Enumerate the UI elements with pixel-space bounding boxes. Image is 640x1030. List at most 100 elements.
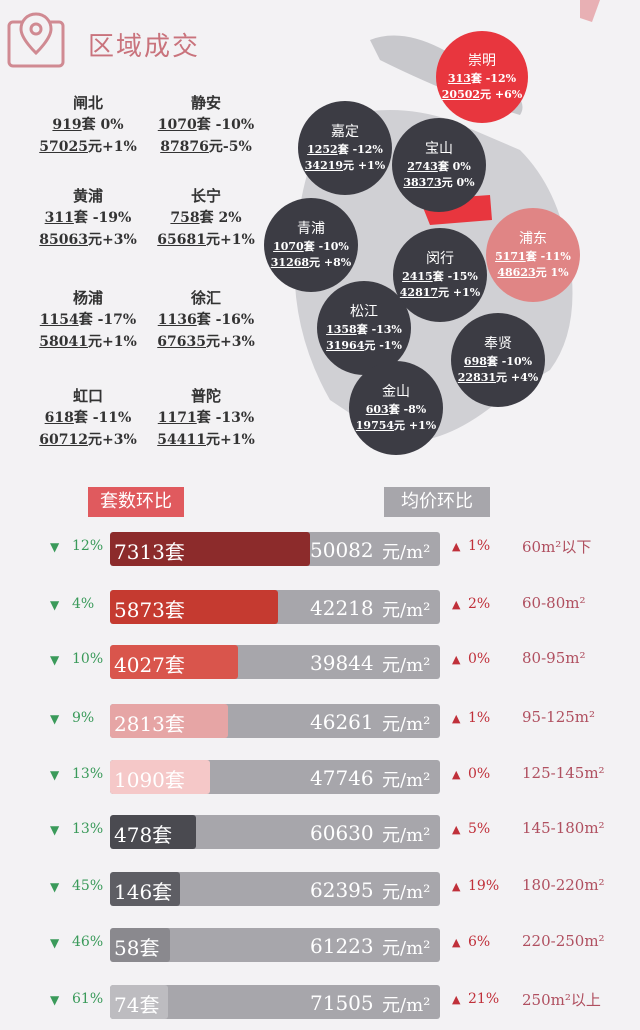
size-range-label: 220-250m²: [522, 932, 605, 950]
map-district-price: 31964: [326, 339, 365, 352]
map-district-name: 闵行: [426, 251, 454, 267]
price-value: 47746: [310, 766, 374, 790]
price-unit: 元: [205, 232, 220, 248]
count-change: 13%: [72, 766, 104, 782]
price-change: 21%: [468, 991, 500, 1007]
district-stat: 长宁 758套 2% 65681元+1%: [146, 185, 266, 251]
price-change: 2%: [468, 596, 491, 612]
map-district-price-change: +1%: [408, 419, 437, 432]
price-value: 42218: [310, 596, 374, 620]
map-district-count: 1070: [273, 240, 304, 253]
district-stat: 闸北 919套 0% 57025元+1%: [28, 92, 148, 158]
up-triangle-icon: ▲: [452, 880, 461, 893]
size-bar: 7313套 50082 元/m²: [110, 532, 440, 566]
down-triangle-icon: ▼: [50, 768, 60, 782]
size-bar: 478套 60630 元/m²: [110, 815, 440, 849]
district-price-change: +3%: [101, 432, 137, 448]
price-change: 1%: [468, 538, 491, 554]
map-district-price: 31268: [270, 256, 310, 269]
map-district-count-change: -11%: [540, 250, 571, 263]
count-unit: 套: [199, 210, 214, 226]
down-triangle-icon: ▼: [50, 540, 60, 554]
size-range-label: 125-145m²: [522, 764, 605, 782]
size-row: ▼ 13% 1090套 47746 元/m² ▲ 0% 125-145m²: [0, 760, 640, 796]
district-name: 徐汇: [190, 289, 221, 307]
map-district-count-change: -12%: [485, 72, 517, 85]
count-change: 9%: [72, 710, 95, 726]
district-count-change: 0%: [100, 117, 124, 133]
price-unit: 元: [205, 334, 220, 350]
size-range-label: 145-180m²: [522, 819, 605, 837]
district-price-change: +3%: [219, 334, 255, 350]
count-fill: [110, 872, 180, 906]
count-fill: [110, 645, 238, 679]
district-stat: 徐汇 1136套 -16% 67635元+3%: [146, 287, 266, 353]
size-row: ▼ 12% 7313套 50082 元/m² ▲ 1% 60m²以下: [0, 532, 640, 568]
map-district-name: 浦东: [519, 231, 547, 247]
price-unit: 元: [394, 419, 406, 432]
up-triangle-icon: ▲: [452, 540, 461, 553]
price-unit: 元/m²: [382, 825, 431, 846]
count-fill: [110, 985, 168, 1019]
district-stat: 杨浦 1154套 -17% 58041元+1%: [28, 287, 148, 353]
map-district-price-change: +1%: [452, 286, 481, 299]
map-district-count: 5171: [495, 250, 526, 263]
map-district-price: 34219: [304, 159, 344, 172]
price-unit: 元/m²: [382, 600, 431, 621]
size-row: ▼ 45% 146套 62395 元/m² ▲ 19% 180-220m²: [0, 872, 640, 908]
count-value: 1090套: [114, 768, 185, 792]
price-change: 1%: [468, 710, 491, 726]
up-triangle-icon: ▲: [452, 993, 461, 1006]
map-district-count: 603: [365, 403, 389, 416]
size-bar: 5873套 42218 元/m²: [110, 590, 440, 624]
count-value: 74套: [114, 993, 160, 1017]
up-triangle-icon: ▲: [452, 936, 461, 949]
district-name: 闸北: [72, 94, 103, 112]
district-name: 虹口: [72, 387, 103, 405]
price-value: 39844: [310, 651, 374, 675]
size-row: ▼ 13% 478套 60630 元/m² ▲ 5% 145-180m²: [0, 815, 640, 851]
size-range-label: 95-125m²: [522, 708, 596, 726]
count-unit: 套: [196, 117, 211, 133]
count-value: 7313套: [114, 540, 185, 564]
map-district-count: 1252: [307, 143, 338, 156]
size-bar: 74套 71505 元/m²: [110, 985, 440, 1019]
district-name: 长宁: [190, 187, 221, 205]
district-count: 758: [170, 210, 200, 226]
map-district-name: 崇明: [468, 53, 496, 69]
map-district-bubble: 嘉定 1252套 -12% 34219元 +1%: [298, 101, 392, 195]
district-name: 普陀: [190, 387, 221, 405]
count-unit: 套: [337, 143, 349, 156]
down-triangle-icon: ▼: [50, 993, 60, 1007]
map-district-count-change: 0%: [452, 160, 471, 173]
district-count: 919: [52, 117, 82, 133]
district-price: 54411: [157, 432, 206, 448]
count-unit: 套: [196, 312, 211, 328]
down-triangle-icon: ▼: [50, 653, 60, 667]
count-unit: 套: [303, 240, 315, 253]
price-unit: 元: [496, 371, 508, 384]
up-triangle-icon: ▲: [452, 712, 461, 725]
map-district-price: 20502: [441, 88, 481, 101]
map-district-price: 19754: [355, 419, 395, 432]
price-unit: 元: [208, 139, 223, 155]
district-price-change: -5%: [222, 139, 252, 155]
district-count-change: -13%: [215, 410, 255, 426]
price-unit: 元: [480, 88, 492, 101]
district-price-change: +1%: [219, 232, 255, 248]
map-district-price-change: +8%: [323, 256, 352, 269]
map-district-price: 42817: [399, 286, 439, 299]
price-change: 5%: [468, 821, 491, 837]
district-price: 67635: [157, 334, 206, 350]
map-district-bubble: 奉贤 698套 -10% 22831元 +4%: [451, 313, 545, 407]
district-price-change: +3%: [101, 232, 137, 248]
map-district-count-change: -8%: [403, 403, 427, 416]
down-triangle-icon: ▼: [50, 823, 60, 837]
price-unit: 元/m²: [382, 770, 431, 791]
district-stat: 静安 1070套 -10% 87876元-5%: [146, 92, 266, 158]
district-count-change: -16%: [215, 312, 255, 328]
district-count-change: -10%: [215, 117, 255, 133]
map-district-count: 1358: [326, 323, 357, 336]
price-unit: 元/m²: [382, 882, 431, 903]
price-unit: 元/m²: [382, 995, 431, 1016]
